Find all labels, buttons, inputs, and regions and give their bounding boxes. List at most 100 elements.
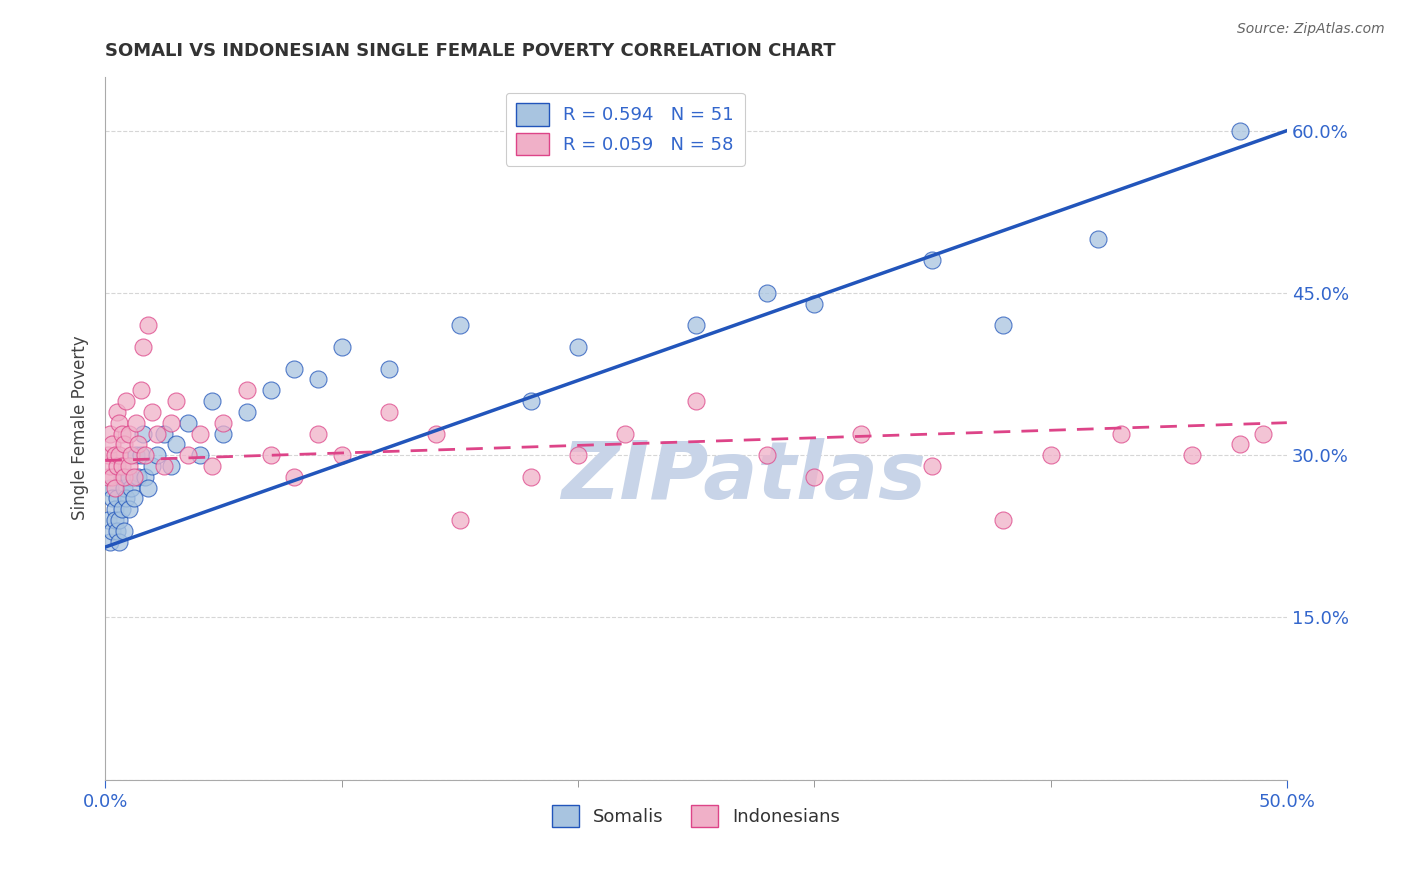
Point (330, 340, 353, 354)
Point (136, 481, 159, 495)
Point (120, 481, 142, 495)
Point (177, 448, 200, 462)
Point (567, 448, 589, 462)
Point (330, 448, 353, 462)
Text: SOMALI VS INDONESIAN SINGLE FEMALE POVERTY CORRELATION CHART: SOMALI VS INDONESIAN SINGLE FEMALE POVER… (105, 42, 835, 60)
Text: ZIPatlas: ZIPatlas (561, 438, 925, 516)
Point (105, 524, 128, 538)
Point (165, 437, 187, 451)
Y-axis label: Single Female Poverty: Single Female Poverty (72, 335, 89, 520)
Point (1229, 437, 1251, 451)
Point (259, 383, 281, 397)
Point (1111, 426, 1133, 441)
Point (283, 469, 305, 483)
Point (141, 458, 163, 473)
Point (111, 458, 134, 473)
Point (108, 534, 131, 549)
Point (125, 416, 148, 430)
Point (519, 469, 541, 483)
Point (160, 416, 183, 430)
Point (200, 394, 222, 409)
Text: Source: ZipAtlas.com: Source: ZipAtlas.com (1237, 22, 1385, 37)
Point (111, 502, 134, 516)
Point (105, 491, 128, 506)
Point (803, 469, 825, 483)
Point (1229, 123, 1251, 137)
Point (425, 426, 447, 441)
Point (236, 405, 259, 419)
Point (993, 318, 1015, 333)
Point (104, 502, 127, 516)
Point (118, 426, 141, 441)
Point (283, 361, 305, 376)
Point (188, 448, 211, 462)
Point (259, 448, 281, 462)
Point (108, 416, 131, 430)
Point (112, 437, 135, 451)
Point (115, 394, 138, 409)
Point (108, 448, 131, 462)
Point (153, 426, 176, 441)
Point (519, 394, 541, 409)
Point (97, 513, 120, 527)
Point (993, 513, 1015, 527)
Point (98, 534, 121, 549)
Point (104, 513, 127, 527)
Point (160, 458, 183, 473)
Point (307, 426, 329, 441)
Point (111, 469, 134, 483)
Point (134, 469, 156, 483)
Point (105, 458, 128, 473)
Point (236, 383, 259, 397)
Point (122, 491, 145, 506)
Point (98, 426, 121, 441)
Point (378, 405, 401, 419)
Point (132, 426, 155, 441)
Point (803, 296, 825, 310)
Point (108, 513, 131, 527)
Point (1039, 448, 1062, 462)
Point (449, 318, 471, 333)
Point (115, 491, 138, 506)
Point (449, 513, 471, 527)
Point (98, 458, 121, 473)
Point (1251, 426, 1274, 441)
Point (1087, 232, 1109, 246)
Point (755, 448, 778, 462)
Point (146, 448, 169, 462)
Point (129, 448, 152, 462)
Point (101, 437, 124, 451)
Point (212, 416, 235, 430)
Point (127, 437, 149, 451)
Point (378, 361, 401, 376)
Point (101, 524, 124, 538)
Point (136, 318, 159, 333)
Point (127, 469, 149, 483)
Legend: Somalis, Indonesians: Somalis, Indonesians (544, 797, 848, 834)
Point (104, 448, 127, 462)
Point (111, 426, 134, 441)
Point (755, 285, 778, 300)
Point (112, 481, 135, 495)
Point (122, 469, 145, 483)
Point (165, 394, 187, 409)
Point (132, 340, 155, 354)
Point (177, 416, 200, 430)
Point (134, 448, 156, 462)
Point (685, 394, 707, 409)
Point (146, 426, 169, 441)
Point (1181, 448, 1204, 462)
Point (567, 340, 589, 354)
Point (104, 481, 127, 495)
Point (98, 481, 121, 495)
Point (101, 491, 124, 506)
Point (120, 448, 142, 462)
Point (112, 524, 135, 538)
Point (129, 383, 152, 397)
Point (212, 426, 235, 441)
Point (307, 372, 329, 386)
Point (188, 426, 211, 441)
Point (112, 469, 135, 483)
Point (614, 426, 637, 441)
Point (153, 458, 176, 473)
